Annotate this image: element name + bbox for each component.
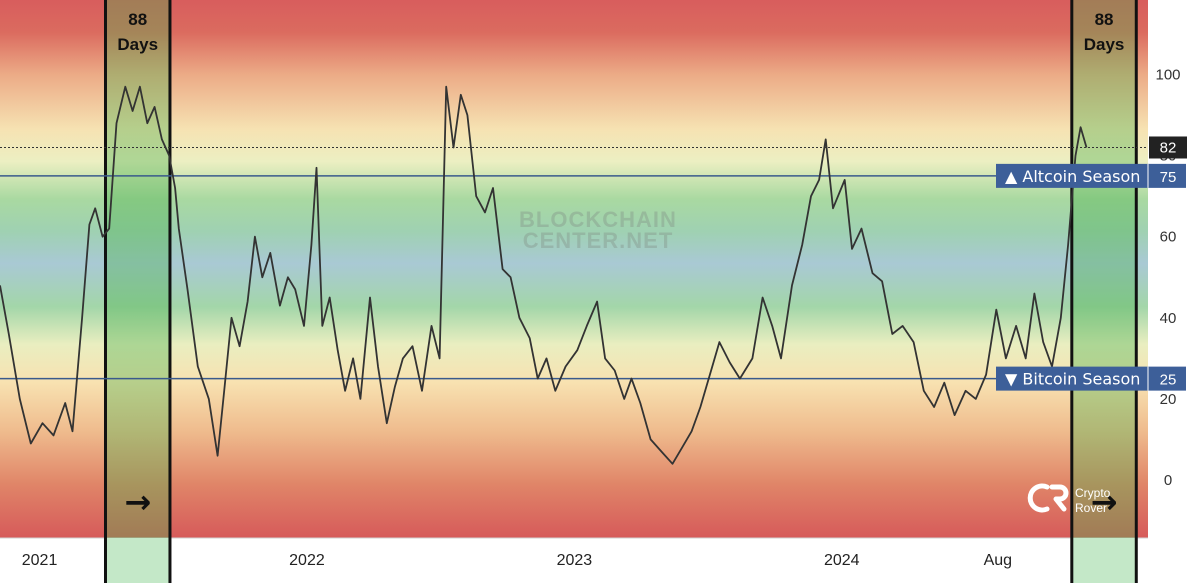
- x-tick-label-aug: Aug: [984, 552, 1012, 569]
- current-value-tag: [1149, 136, 1187, 159]
- reference-label-box-25: [996, 366, 1186, 391]
- highlight-window-axis-band-1: [105, 538, 170, 583]
- y-tick-label-60: 60: [1160, 229, 1177, 246]
- highlight-label-unit-2: Days: [1084, 35, 1125, 54]
- reference-label-box-75: [996, 163, 1186, 188]
- highlight-window-axis-band-2: [1071, 538, 1137, 583]
- highlight-arrow-2: →: [1091, 483, 1118, 521]
- watermark-line-2: CENTER.NET: [523, 228, 674, 253]
- highlight-label-number-2: 88: [1095, 10, 1114, 29]
- highlight-window-1: [105, 0, 170, 538]
- brand-logo-c-mark: [1027, 483, 1050, 513]
- highlight-arrow-1: →: [124, 483, 151, 521]
- plot-background: [0, 0, 1148, 538]
- y-tick-label-100: 100: [1155, 67, 1180, 84]
- highlight-windows: [103, 0, 1138, 583]
- highlight-label-unit-1: Days: [117, 35, 158, 54]
- y-tick-label-40: 40: [1160, 310, 1177, 327]
- series-layer: [0, 85, 1088, 465]
- reference-lines: [0, 146, 1148, 380]
- brand-name-line1: Crypto: [1075, 486, 1111, 500]
- series-line: [0, 85, 1088, 465]
- reference-value-label-75: 75: [1160, 169, 1177, 186]
- x-tick-label-2021: 2021: [22, 552, 58, 569]
- brand-logo-r-mark: [1049, 484, 1069, 512]
- y-axis-panel: [1148, 0, 1199, 538]
- x-tick-label-2022: 2022: [289, 552, 325, 569]
- watermark-line-1: BLOCKCHAIN: [519, 207, 677, 232]
- reference-value-label-25: 25: [1160, 372, 1177, 389]
- highlight-label-number-1: 88: [128, 10, 147, 29]
- x-axis: 2021 2022 2023 2024 Aug: [22, 552, 1012, 569]
- y-tick-label-0: 0: [1164, 472, 1172, 489]
- reference-label-75: ▲ Altcoin Season: [1005, 167, 1140, 186]
- highlight-window-2: [1071, 0, 1137, 538]
- current-value-tag-label: 82: [1160, 139, 1177, 156]
- x-tick-label-2023: 2023: [557, 552, 593, 569]
- y-tick-label-20: 20: [1160, 391, 1177, 408]
- reference-label-25: ▼ Bitcoin Season: [1005, 370, 1140, 389]
- x-axis-panel: [0, 538, 1199, 583]
- brand-name-line2: Rover: [1075, 501, 1107, 515]
- annotations: 88 Days → 88 Days → 82 ▲ Altcoin Season 75 ▼ Bitc…: [117, 10, 1187, 521]
- x-tick-label-2024: 2024: [824, 552, 860, 569]
